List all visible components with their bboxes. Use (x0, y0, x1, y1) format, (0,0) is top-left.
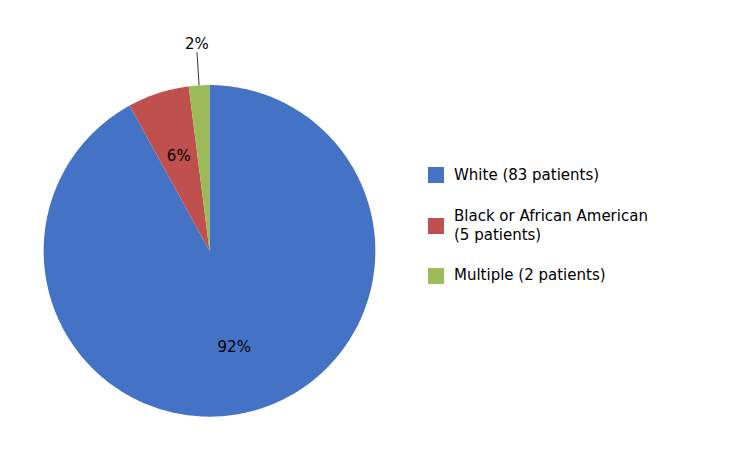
svg-text:92%: 92% (218, 338, 251, 356)
html-text:White (83 patients): White (83 patients) (454, 166, 600, 184)
html-text:Black or African American (5 p: Black or African American (5 patients) (454, 206, 648, 244)
html-text:Multiple (2 patients): Multiple (2 patients) (454, 266, 606, 285)
svg-text:2%: 2% (185, 35, 209, 53)
svg-text:6%: 6% (167, 147, 191, 165)
